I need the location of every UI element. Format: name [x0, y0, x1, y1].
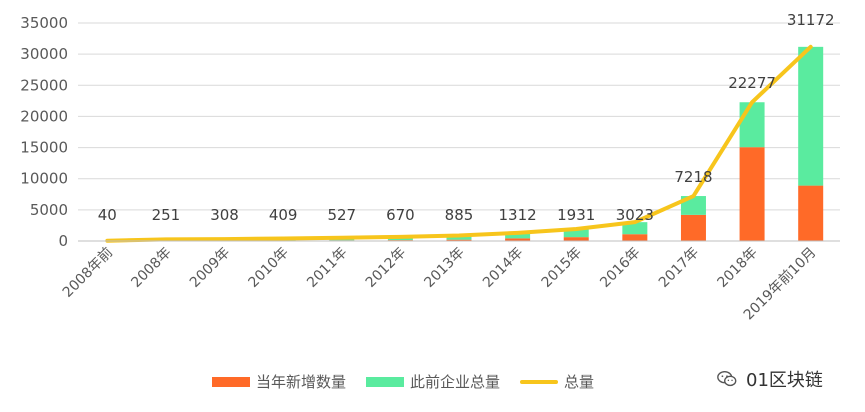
data-labels: 40 251 308 409 527 670 885 1312 1931 3023 7218 2227…	[98, 11, 835, 224]
total-line	[105, 44, 813, 243]
watermark-text: 01区块链	[746, 370, 823, 391]
bar-new	[739, 147, 765, 241]
y-tick-label: 25000	[20, 76, 68, 94]
data-label: 885	[445, 206, 474, 224]
bar-new	[505, 238, 531, 241]
y-tick-label: 20000	[20, 107, 68, 125]
x-tick-label: 2012年	[363, 245, 409, 291]
data-label: 1931	[557, 206, 595, 224]
bar-new	[622, 234, 648, 241]
data-label: 308	[210, 206, 239, 224]
x-tick-label: 2014年	[480, 245, 526, 291]
watermark: 01区块链	[716, 366, 823, 392]
bar-previous	[505, 232, 531, 239]
legend-label-previous: 此前企业总量	[410, 373, 501, 391]
y-tick-label: 10000	[20, 170, 68, 188]
data-label: 527	[327, 206, 356, 224]
data-label: 40	[98, 206, 117, 224]
wechat-icon	[717, 370, 737, 387]
total-line-path	[105, 44, 813, 243]
bar-new	[446, 239, 472, 241]
bar-previous	[622, 222, 648, 235]
data-label: 22277	[728, 74, 776, 92]
legend-item-new: 当年新增数量	[212, 371, 346, 392]
legend-label-total: 总量	[564, 373, 595, 391]
y-tick-label: 0	[58, 232, 68, 250]
data-label: 1312	[499, 206, 537, 224]
bar-new	[680, 214, 706, 241]
data-label: 251	[152, 206, 181, 224]
x-tick-label: 2018年	[714, 245, 760, 291]
legend-item-total: 总量	[520, 371, 594, 392]
legend-swatch-new	[212, 376, 250, 387]
y-tick-label: 30000	[20, 45, 68, 63]
bar-new	[563, 237, 589, 241]
legend-swatch-previous	[366, 376, 405, 387]
x-tick-label: 2008年	[128, 245, 174, 291]
gridlines	[78, 22, 840, 242]
bar-new	[798, 185, 824, 241]
legend-item-previous: 此前企业总量	[366, 371, 500, 392]
x-tick-label: 2015年	[539, 245, 585, 291]
bar-previous	[563, 228, 589, 238]
x-tick-label: 2009年	[187, 245, 233, 291]
bar-previous	[446, 235, 472, 240]
legend-label-new: 当年新增数量	[256, 373, 347, 391]
y-tick-label: 15000	[20, 139, 68, 157]
data-label: 409	[269, 206, 298, 224]
bars	[94, 46, 824, 241]
data-label: 31172	[787, 11, 835, 29]
data-label: 3023	[616, 206, 654, 224]
x-tick-label: 2008年前	[59, 244, 116, 301]
y-axis: 0 5000 10000 15000 20000 25000 30000 35000	[20, 14, 68, 250]
x-tick-label: 2010年	[246, 245, 292, 291]
x-tick-label: 2011年	[304, 245, 350, 291]
data-label: 7218	[674, 168, 712, 186]
x-tick-label: 2016年	[597, 245, 643, 291]
legend: 当年新增数量 此前企业总量 总量	[212, 371, 614, 392]
y-tick-label: 35000	[20, 14, 68, 32]
bar-previous	[798, 46, 824, 186]
y-tick-label: 5000	[30, 201, 68, 219]
x-axis: 2008年前 2008年 2009年 2010年 2011年 2012年 2013年 2014…	[59, 240, 840, 323]
x-tick-label: 2017年	[656, 245, 702, 291]
bar-previous	[739, 102, 765, 148]
legend-swatch-total	[520, 379, 559, 384]
x-tick-label: 2013年	[421, 245, 467, 291]
data-label: 670	[386, 206, 415, 224]
